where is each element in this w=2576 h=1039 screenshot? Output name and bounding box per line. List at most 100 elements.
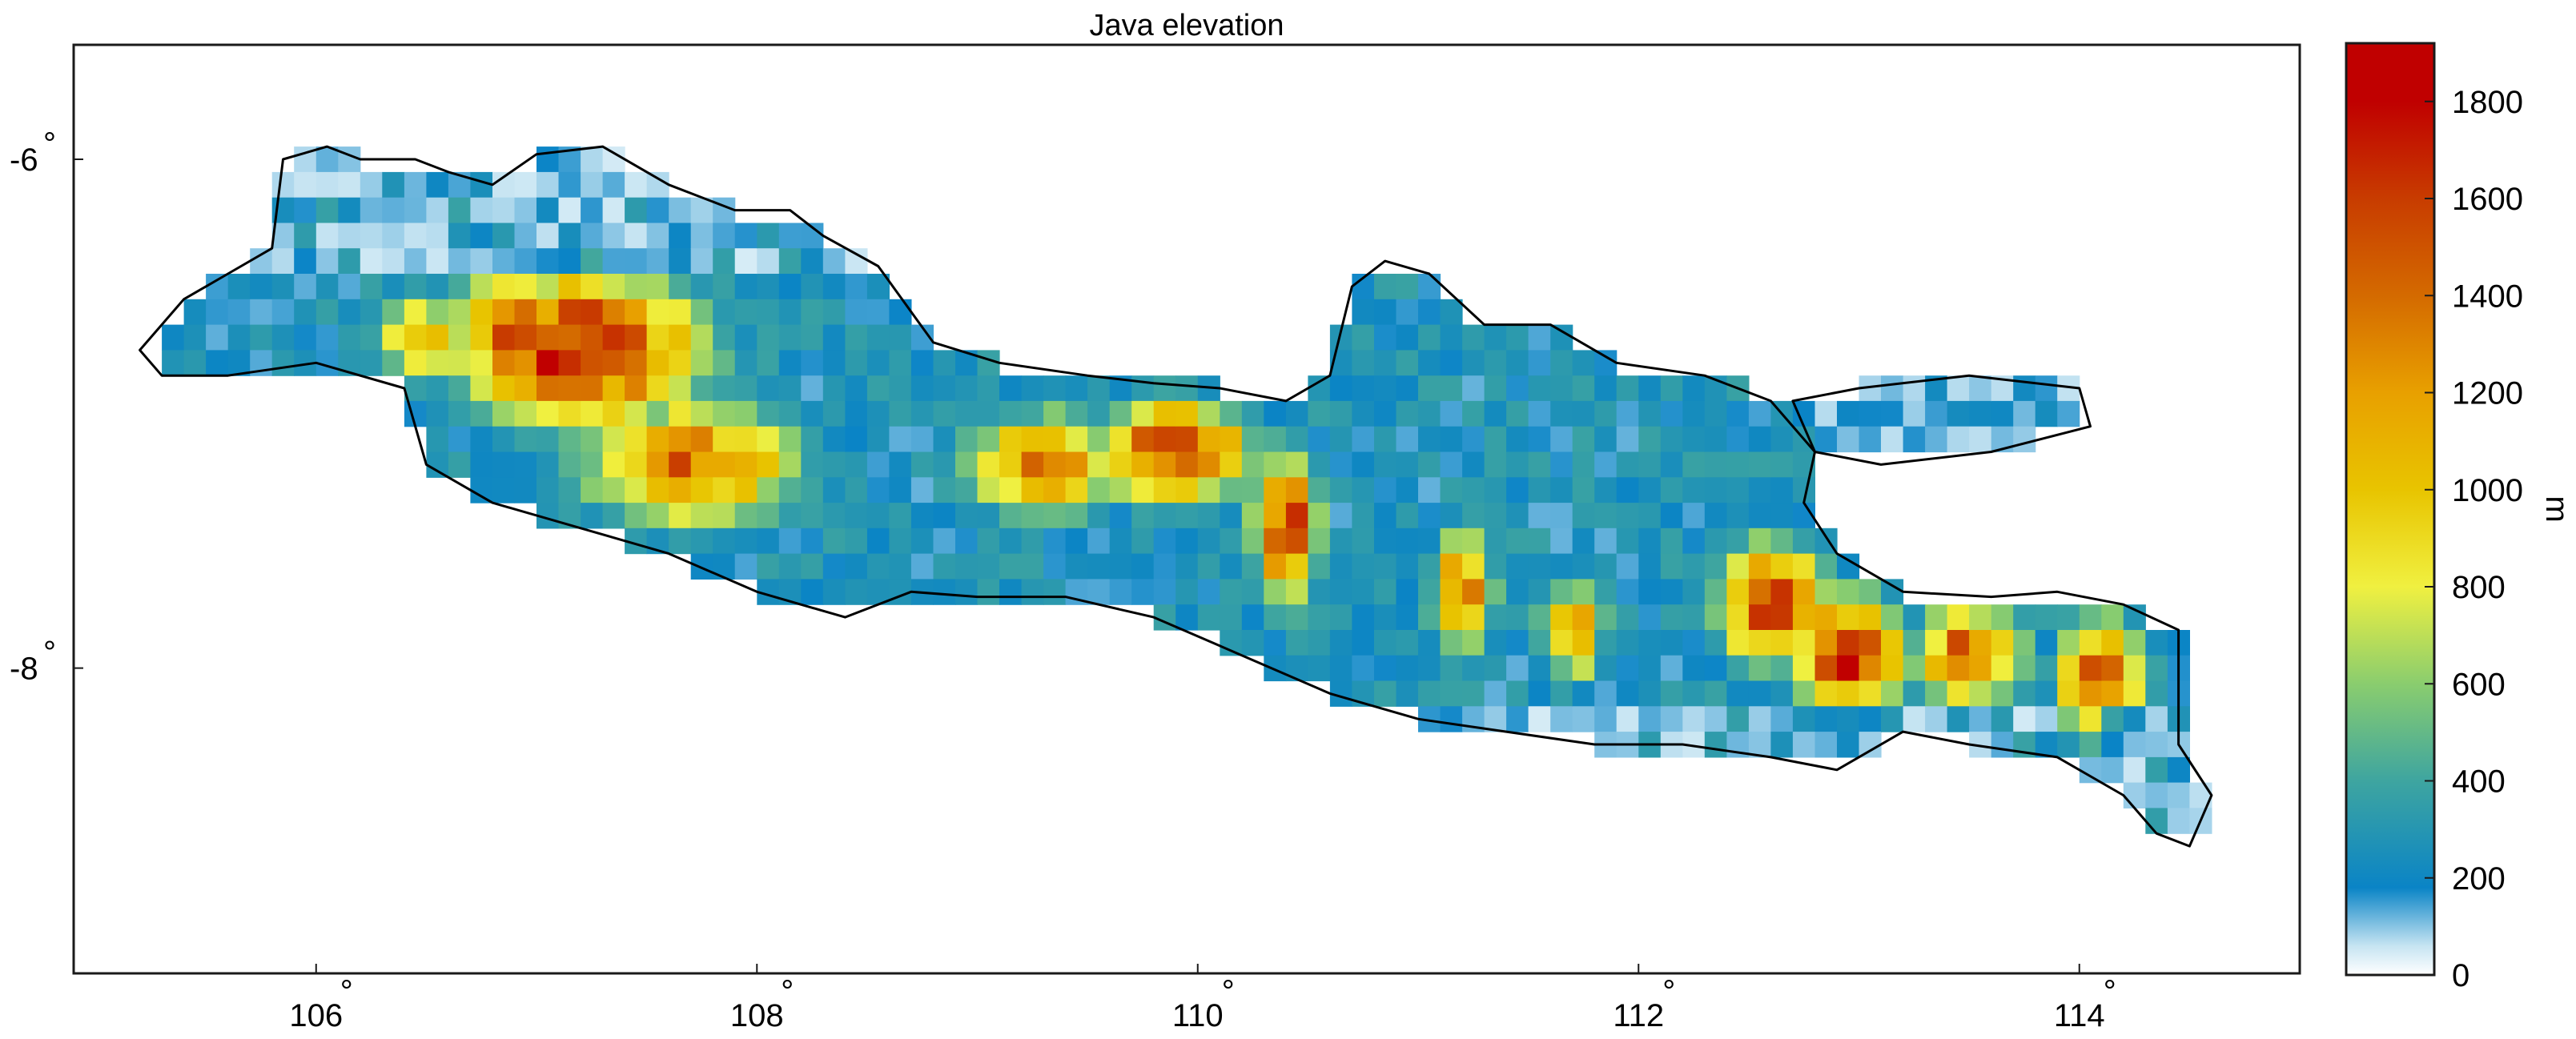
- elevation-cell: [1947, 400, 1970, 427]
- longitude-tick-label: 108: [730, 998, 784, 1033]
- elevation-cell: [1528, 451, 1551, 478]
- elevation-cell: [581, 350, 604, 376]
- elevation-cell: [581, 248, 604, 275]
- elevation-cell: [1021, 375, 1044, 402]
- elevation-cell: [801, 477, 824, 503]
- elevation-cell: [889, 528, 912, 555]
- elevation-cell: [999, 375, 1023, 402]
- elevation-cell: [999, 503, 1023, 529]
- elevation-cell: [2035, 655, 2058, 682]
- elevation-cell: [2145, 706, 2168, 732]
- elevation-cell: [1550, 324, 1573, 351]
- elevation-cell: [2101, 655, 2124, 682]
- elevation-cell: [315, 197, 339, 224]
- elevation-cell: [1241, 528, 1264, 555]
- elevation-cell: [2057, 630, 2080, 656]
- elevation-cell: [1462, 630, 1485, 656]
- elevation-cell: [1175, 579, 1199, 605]
- elevation-cell: [1285, 451, 1308, 478]
- elevation-cell: [625, 324, 648, 351]
- elevation-cell: [2145, 655, 2168, 682]
- elevation-cell: [1418, 528, 1441, 555]
- elevation-cell: [581, 477, 604, 503]
- elevation-cell: [1594, 375, 1618, 402]
- elevation-cell: [227, 324, 251, 351]
- elevation-cell: [845, 477, 868, 503]
- elevation-cell: [1374, 579, 1397, 605]
- elevation-cell: [536, 248, 560, 275]
- elevation-cell: [1528, 503, 1551, 529]
- elevation-cell: [690, 324, 713, 351]
- elevation-cell: [602, 324, 625, 351]
- elevation-cell: [2035, 630, 2058, 656]
- elevation-cell: [1704, 451, 1727, 478]
- elevation-cell: [1925, 680, 1948, 707]
- elevation-cell: [757, 477, 780, 503]
- degree-symbol: °: [43, 126, 56, 162]
- elevation-cell: [536, 451, 560, 478]
- elevation-cell: [801, 400, 824, 427]
- elevation-cell: [1175, 375, 1199, 402]
- elevation-cell: [1550, 400, 1573, 427]
- elevation-cell: [2057, 400, 2080, 427]
- colorbar-tick-label: 1800: [2452, 85, 2523, 120]
- elevation-cell: [734, 426, 758, 453]
- elevation-cell: [1374, 528, 1397, 555]
- elevation-cell: [382, 350, 405, 376]
- elevation-cell: [999, 528, 1023, 555]
- elevation-cell: [2145, 680, 2168, 707]
- elevation-cell: [1440, 400, 1463, 427]
- elevation-cell: [1638, 630, 1662, 656]
- longitude-tick-label: 106: [289, 998, 343, 1033]
- elevation-cell: [1704, 732, 1727, 758]
- elevation-cell: [1065, 400, 1088, 427]
- elevation-cell: [1308, 375, 1331, 402]
- elevation-cell: [492, 477, 516, 503]
- elevation-cell: [1043, 400, 1067, 427]
- elevation-cell: [1616, 375, 1639, 402]
- elevation-cell: [315, 223, 339, 249]
- elevation-cell: [2079, 604, 2102, 631]
- elevation-cell: [866, 477, 890, 503]
- elevation-cell: [1704, 655, 1727, 682]
- elevation-cell: [669, 197, 692, 224]
- elevation-cell: [1241, 451, 1264, 478]
- elevation-cell: [1748, 553, 1771, 580]
- elevation-cell: [1770, 528, 1794, 555]
- elevation-cell: [1770, 680, 1794, 707]
- elevation-cell: [1881, 680, 1904, 707]
- elevation-cell: [1881, 706, 1904, 732]
- elevation-cell: [734, 503, 758, 529]
- elevation-cell: [1682, 680, 1706, 707]
- elevation-cell: [1903, 680, 1926, 707]
- elevation-cell: [382, 299, 405, 326]
- elevation-cell: [1131, 528, 1155, 555]
- elevation-cell: [271, 324, 295, 351]
- elevation-cell: [1087, 579, 1111, 605]
- elevation-cell: [889, 477, 912, 503]
- elevation-cell: [1572, 680, 1595, 707]
- elevation-cell: [845, 299, 868, 326]
- elevation-cell: [1043, 477, 1067, 503]
- elevation-cell: [646, 274, 669, 300]
- latitude-tick-labels: -6 °-8 °: [10, 126, 83, 687]
- elevation-cell: [1175, 426, 1199, 453]
- elevation-cell: [1021, 503, 1044, 529]
- elevation-cell: [1837, 706, 1860, 732]
- elevation-cell: [1506, 528, 1529, 555]
- elevation-cell: [1770, 477, 1794, 503]
- elevation-cell: [1528, 324, 1551, 351]
- elevation-cell: [250, 299, 273, 326]
- elevation-cell: [536, 477, 560, 503]
- elevation-cell: [1418, 553, 1441, 580]
- elevation-cell: [338, 146, 361, 173]
- elevation-cell: [1418, 299, 1441, 326]
- elevation-cell: [492, 299, 516, 326]
- elevation-cell: [1726, 655, 1750, 682]
- elevation-cell: [581, 324, 604, 351]
- elevation-cell: [1065, 451, 1088, 478]
- elevation-cell: [1484, 426, 1507, 453]
- elevation-cell: [778, 426, 802, 453]
- elevation-cell: [1748, 426, 1771, 453]
- elevation-cell: [602, 274, 625, 300]
